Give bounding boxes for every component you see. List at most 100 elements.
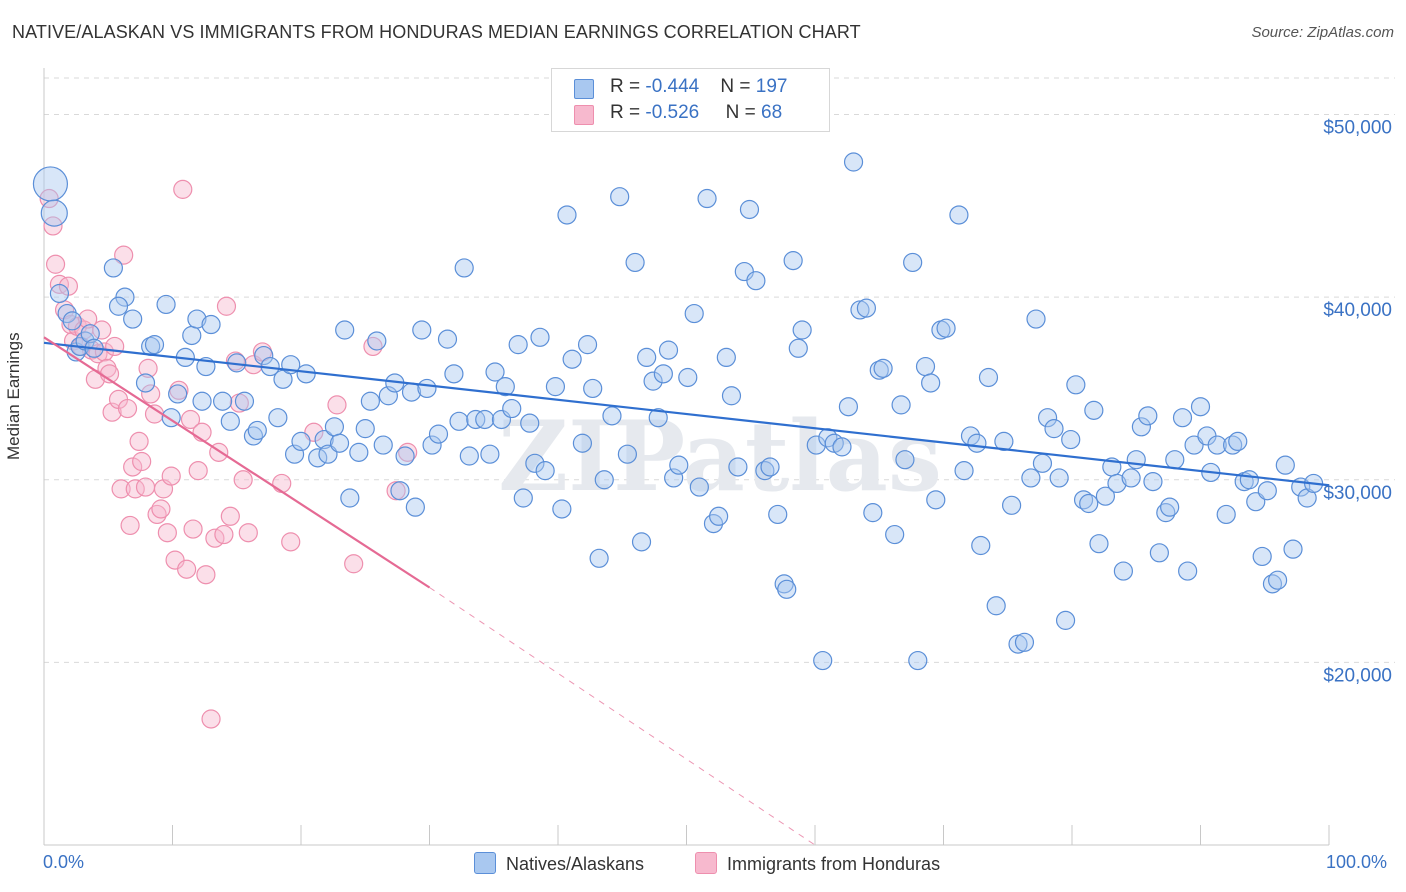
data-point-natives xyxy=(557,205,577,225)
data-point-natives xyxy=(1252,546,1272,567)
data-point-natives xyxy=(485,362,505,382)
data-point-natives xyxy=(324,417,345,437)
data-point-natives xyxy=(1228,431,1248,452)
bottom-legend-swatch-pink xyxy=(695,852,717,874)
data-point-natives xyxy=(475,409,495,430)
data-point-natives xyxy=(658,340,679,360)
data-point-natives xyxy=(1037,408,1058,428)
data-point-natives xyxy=(843,152,864,172)
data-point-natives xyxy=(978,367,999,388)
data-point-honduras xyxy=(141,384,161,404)
data-point-natives xyxy=(213,391,233,411)
legend-r-label: R = xyxy=(610,102,646,123)
data-point-honduras xyxy=(180,409,201,430)
data-point-natives xyxy=(994,431,1014,452)
data-point-natives xyxy=(617,444,637,464)
data-point-natives xyxy=(572,433,593,453)
data-point-natives xyxy=(1079,493,1099,514)
data-point-natives xyxy=(583,378,603,399)
data-point-honduras xyxy=(216,296,237,316)
data-point-natives xyxy=(832,437,852,457)
data-point-honduras xyxy=(92,320,112,340)
data-point-natives xyxy=(562,349,582,369)
data-point-natives xyxy=(1216,504,1236,525)
legend-swatch-pink xyxy=(574,105,594,125)
data-point-natives xyxy=(648,408,668,428)
data-point-natives xyxy=(1026,309,1046,329)
data-point-natives xyxy=(678,367,698,388)
data-point-natives xyxy=(428,424,449,444)
data-point-natives xyxy=(768,504,788,525)
data-point-natives xyxy=(813,650,833,671)
data-point-honduras xyxy=(177,559,197,579)
data-point-natives xyxy=(895,450,915,470)
data-point-natives xyxy=(637,347,657,368)
data-point-natives xyxy=(915,356,936,377)
data-point-natives xyxy=(891,395,911,415)
y-tick-label: $50,000 xyxy=(1323,118,1392,139)
trend-line-natives xyxy=(43,341,1330,487)
data-point-natives xyxy=(873,358,893,378)
data-point-natives xyxy=(552,499,572,519)
data-point-natives xyxy=(1107,473,1127,494)
data-point-natives xyxy=(777,579,797,599)
data-point-natives xyxy=(417,378,437,399)
data-point-honduras xyxy=(78,309,98,329)
data-point-natives xyxy=(1267,570,1288,590)
data-point-natives xyxy=(971,535,991,556)
data-point-natives xyxy=(1143,471,1163,492)
data-point-honduras xyxy=(173,179,193,199)
data-point-natives xyxy=(783,251,803,271)
data-point-natives xyxy=(201,314,221,335)
data-point-natives xyxy=(1262,574,1283,594)
data-point-natives xyxy=(643,371,663,391)
y-tick-label: $30,000 xyxy=(1323,483,1392,504)
data-point-natives xyxy=(495,377,515,397)
data-point-honduras xyxy=(157,523,177,543)
data-point-natives xyxy=(182,325,202,346)
data-point-natives xyxy=(360,391,380,411)
data-point-natives xyxy=(335,320,355,340)
data-point-natives xyxy=(664,468,684,488)
bottom-legend-honduras: Immigrants from Honduras xyxy=(695,852,940,875)
correlation-legend: R = -0.444 N = 197 R = -0.526 N = 68 xyxy=(551,68,830,132)
data-point-natives xyxy=(921,373,941,393)
data-point-natives xyxy=(220,411,240,431)
data-point-honduras xyxy=(214,524,234,545)
data-point-honduras xyxy=(220,506,240,526)
data-point-natives xyxy=(405,497,425,517)
data-point-natives xyxy=(1190,397,1211,417)
data-point-natives xyxy=(480,444,500,464)
data-point-natives xyxy=(192,391,212,411)
data-point-natives xyxy=(1061,429,1081,450)
data-point-natives xyxy=(340,488,360,508)
data-point-natives xyxy=(1055,610,1076,630)
data-point-natives xyxy=(716,347,736,368)
data-point-natives xyxy=(1073,490,1094,510)
data-point-natives xyxy=(1066,375,1086,395)
data-point-honduras xyxy=(94,342,114,362)
data-point-honduras xyxy=(114,245,134,265)
trend-lines xyxy=(43,336,1330,846)
data-point-natives xyxy=(1008,634,1028,654)
data-point-honduras xyxy=(105,336,125,357)
data-point-natives xyxy=(103,258,123,278)
data-point-natives xyxy=(709,506,729,526)
data-point-natives xyxy=(1275,455,1295,475)
data-point-natives xyxy=(926,490,946,510)
data-point-natives xyxy=(247,420,267,441)
data-point-natives xyxy=(903,252,923,273)
data-point-natives xyxy=(885,524,905,545)
data-point-natives xyxy=(437,329,458,349)
data-point-natives xyxy=(187,309,207,329)
data-point-natives xyxy=(594,470,614,490)
data-point-natives xyxy=(1126,450,1146,470)
bottom-legend-label: Immigrants from Honduras xyxy=(727,854,941,874)
data-point-natives xyxy=(367,331,387,351)
data-point-natives xyxy=(967,433,987,453)
data-point-natives xyxy=(412,320,432,340)
data-point-natives xyxy=(1239,470,1259,490)
data-point-natives xyxy=(329,433,350,453)
legend-r-value: -0.444 xyxy=(645,76,700,97)
